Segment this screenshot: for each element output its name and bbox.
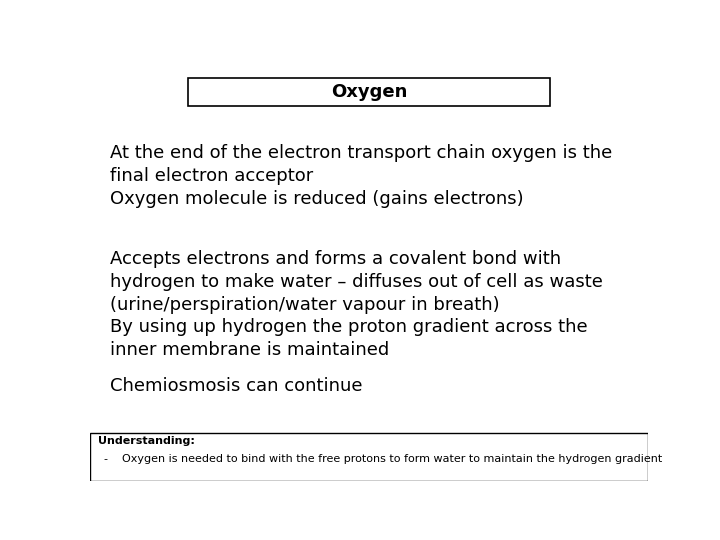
Text: At the end of the electron transport chain oxygen is the
final electron acceptor: At the end of the electron transport cha… [109,144,612,185]
Text: Oxygen molecule is reduced (gains electrons): Oxygen molecule is reduced (gains electr… [109,190,523,207]
Text: -    Oxygen is needed to bind with the free protons to form water to maintain th: - Oxygen is needed to bind with the free… [104,454,662,463]
FancyBboxPatch shape [188,78,550,106]
Text: By using up hydrogen the proton gradient across the
inner membrane is maintained: By using up hydrogen the proton gradient… [109,319,587,359]
Text: Accepts electrons and forms a covalent bond with
hydrogen to make water – diffus: Accepts electrons and forms a covalent b… [109,250,603,314]
Text: Chemiosmosis can continue: Chemiosmosis can continue [109,377,362,395]
Text: Understanding:: Understanding: [99,436,195,446]
Text: Oxygen: Oxygen [330,83,408,101]
FancyBboxPatch shape [90,433,648,481]
